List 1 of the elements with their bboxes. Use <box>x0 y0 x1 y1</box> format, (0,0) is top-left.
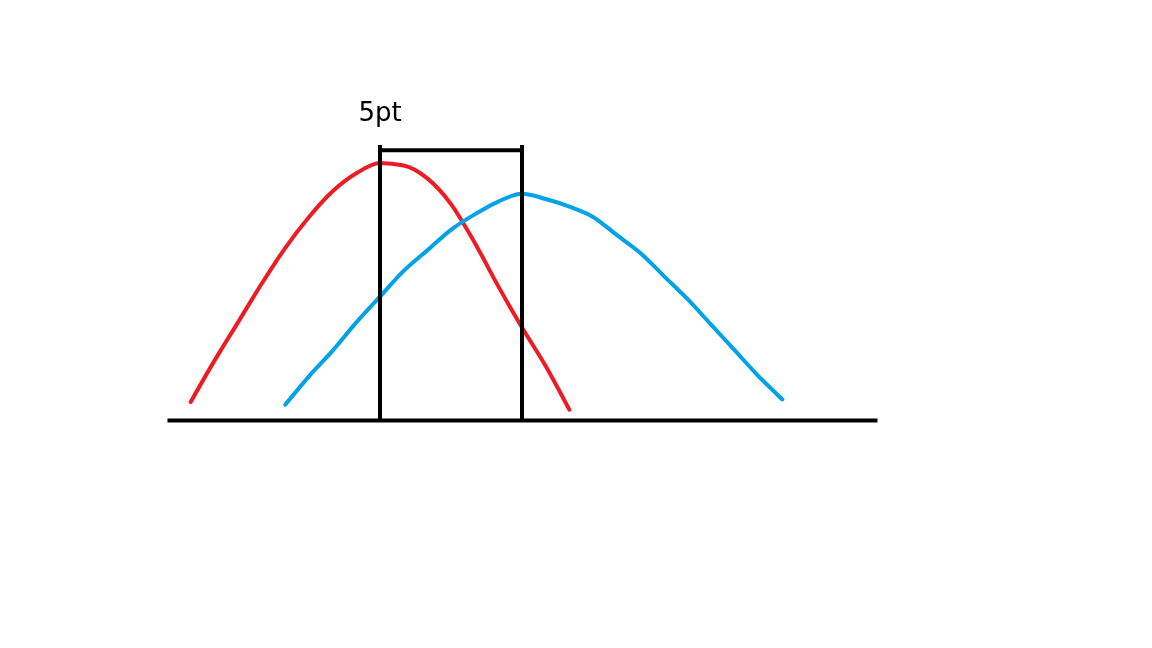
text: 5pt <box>358 97 402 127</box>
